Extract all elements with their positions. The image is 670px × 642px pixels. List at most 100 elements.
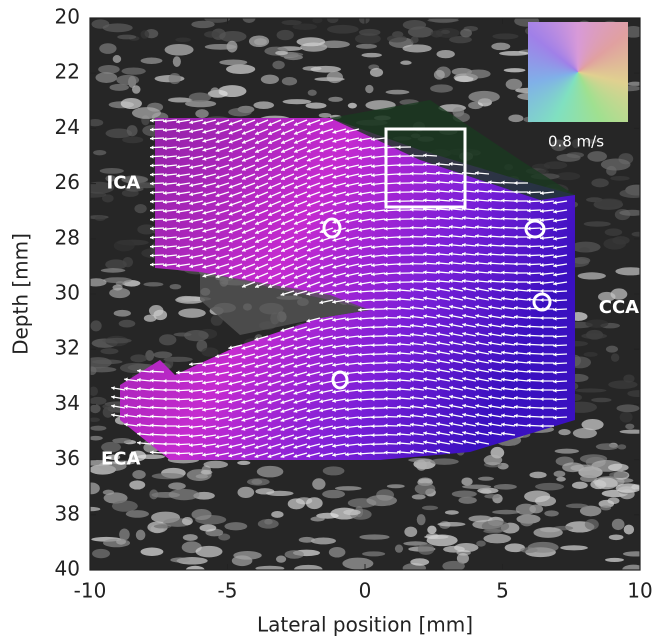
flow-vector-head	[540, 218, 544, 223]
speckle-blob	[284, 550, 304, 559]
flow-vector-head	[268, 167, 273, 172]
flow-vector-head	[189, 210, 194, 215]
flow-vector-head	[189, 201, 194, 206]
flow-vector-head	[397, 432, 401, 437]
speckle-blob	[111, 500, 138, 512]
flow-vector-head	[150, 414, 154, 419]
flow-vector-head	[176, 137, 180, 142]
speckle-blob	[437, 521, 466, 527]
flow-vector-head	[514, 216, 518, 222]
flow-vector-head	[319, 247, 324, 252]
flow-vector-head	[280, 328, 285, 333]
flow-vector-head	[319, 336, 324, 341]
flow-vector-head	[163, 441, 167, 447]
flow-vector-head	[281, 275, 286, 279]
speckle-blob	[292, 23, 318, 30]
flow-vector-head	[228, 148, 233, 153]
flow-vector-head	[293, 390, 298, 395]
flow-vector-head	[189, 183, 194, 188]
flow-vector-head	[371, 173, 375, 178]
flow-vector-head	[540, 236, 544, 241]
flow-vector-head	[397, 414, 401, 419]
flow-vector-head	[488, 332, 492, 337]
flow-vectors	[111, 118, 568, 459]
speckle-blob	[282, 99, 312, 105]
speckle-blob	[148, 305, 164, 317]
flow-vector-head	[553, 254, 557, 259]
flow-vector-head	[137, 386, 141, 392]
flow-vector-head	[475, 180, 479, 185]
flow-vector-head	[410, 287, 414, 292]
flow-vector-head	[241, 274, 246, 279]
flow-vector-head	[514, 395, 518, 401]
speckle-blob	[591, 397, 612, 403]
flow-vector-head	[319, 291, 324, 296]
flow-vector-head	[228, 390, 233, 395]
flow-vector-head	[228, 130, 233, 135]
flow-vector-head	[293, 354, 298, 359]
flow-vector-head	[449, 251, 453, 257]
speckle-blob	[168, 97, 192, 103]
speckle-blob	[550, 139, 567, 152]
speckle-blob	[577, 272, 606, 280]
flow-vector-head	[436, 216, 440, 221]
flow-vector-head	[254, 436, 259, 441]
speckle-blob	[562, 462, 584, 473]
flow-vector-head	[306, 390, 311, 395]
flow-vector-head	[345, 344, 349, 349]
speckle-blob	[90, 119, 104, 127]
flow-vector-head	[280, 382, 285, 387]
flow-vector-head	[527, 297, 531, 302]
flow-vector-head	[384, 280, 388, 285]
flow-vector-head	[293, 275, 298, 279]
flow-vector-head	[371, 245, 375, 250]
speckle-blob	[113, 239, 135, 252]
flow-vector-head	[189, 443, 193, 448]
flow-vector-head	[241, 256, 246, 261]
flow-vector-head	[268, 176, 273, 181]
flow-vector-head	[423, 162, 427, 167]
flow-vector-head	[345, 389, 349, 394]
speckle-blob	[112, 55, 122, 63]
flow-vector-head	[449, 331, 454, 336]
flow-vector-head	[527, 280, 531, 285]
flow-vector-head	[150, 145, 154, 150]
speckle-blob	[555, 172, 581, 181]
speckle-blob	[178, 308, 206, 318]
flow-vector-head	[163, 450, 167, 456]
flow-vector-head	[358, 334, 362, 339]
flow-vector-head	[176, 236, 180, 241]
flow-vector-head	[163, 173, 167, 178]
speckle-blob	[347, 102, 357, 109]
flow-vector-head	[527, 342, 531, 347]
speckle-blob	[600, 505, 612, 511]
flow-vector-head	[553, 361, 557, 366]
flow-vector-head	[488, 431, 492, 436]
flow-vector-head	[281, 284, 286, 288]
flow-vector-head	[423, 189, 427, 194]
flow-vector-head	[397, 342, 401, 347]
speckle-blob	[95, 72, 118, 83]
flow-vector-head	[371, 343, 375, 348]
flow-vector-head	[228, 399, 233, 404]
flow-vector-head	[189, 434, 193, 439]
flow-vector-head	[488, 404, 492, 409]
flow-vector-head	[475, 198, 479, 203]
flow-vector-head	[436, 198, 440, 203]
flow-vector-head	[202, 156, 207, 161]
flow-vector-head	[241, 354, 246, 359]
flow-vector-head	[124, 413, 128, 418]
speckle-blob	[281, 19, 302, 26]
flow-vector-head	[163, 396, 167, 402]
flow-vector-head	[423, 225, 427, 230]
flow-vector-head	[332, 398, 336, 403]
flow-vector-head	[371, 146, 375, 151]
speckle-blob	[416, 459, 427, 471]
flow-vector-head	[176, 227, 180, 232]
speckle-blob	[581, 418, 604, 431]
speckle-blob	[400, 60, 412, 65]
speckle-blob	[217, 85, 247, 98]
flow-vector-head	[436, 404, 440, 409]
speckle-blob	[322, 466, 345, 476]
flow-vector-head	[410, 162, 414, 167]
